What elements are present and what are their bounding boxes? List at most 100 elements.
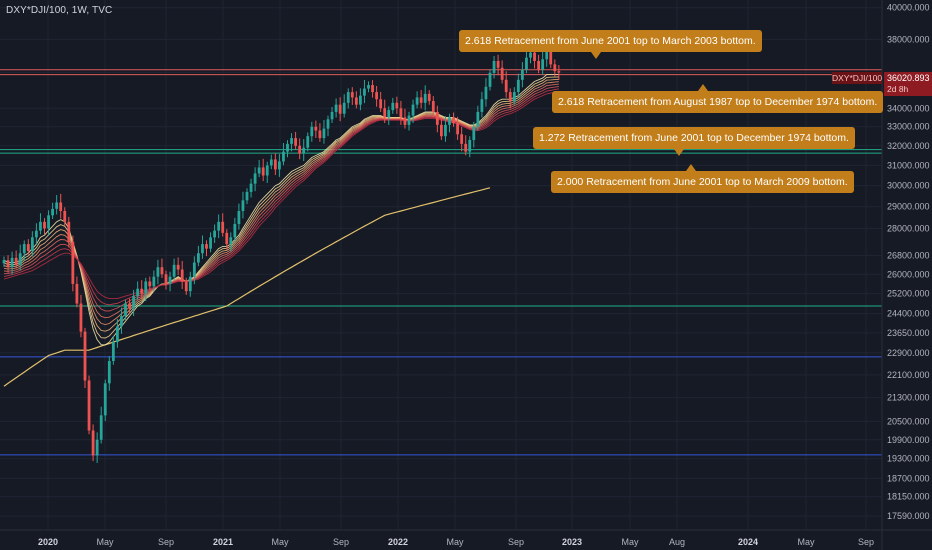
candle-body-70 bbox=[286, 143, 289, 152]
callout-pointer-4 bbox=[686, 164, 696, 171]
candle-body-59 bbox=[241, 200, 245, 211]
candle-body-10 bbox=[43, 221, 46, 229]
candle-body-44 bbox=[180, 269, 184, 282]
candle-body-107 bbox=[435, 111, 439, 125]
candle-body-37 bbox=[152, 276, 156, 287]
candle-body-48 bbox=[197, 253, 200, 263]
x-tick-label-14: Sep bbox=[858, 537, 874, 547]
candle-body-112 bbox=[456, 123, 459, 135]
candle-body-32 bbox=[132, 296, 135, 309]
candle-body-61 bbox=[249, 183, 253, 192]
annotation-callout-2[interactable]: 2.618 Retracement from August 1987 top t… bbox=[552, 84, 884, 113]
candle-body-110 bbox=[448, 117, 451, 125]
candle-body-119 bbox=[484, 86, 488, 100]
candle-body-123 bbox=[500, 67, 504, 80]
candle-body-43 bbox=[176, 264, 180, 270]
candle-body-17 bbox=[71, 241, 75, 284]
annotation-callout-4[interactable]: 2.000 Retracement from June 2001 top to … bbox=[551, 164, 854, 193]
x-tick-label-10: May bbox=[621, 537, 639, 547]
candle-body-41 bbox=[168, 276, 172, 284]
candle-body-62 bbox=[253, 173, 257, 184]
candle-body-68 bbox=[278, 161, 281, 170]
y-tick-label-4: 33000.000 bbox=[887, 122, 930, 132]
candle-body-29 bbox=[120, 316, 123, 327]
candle-body-16 bbox=[67, 221, 71, 242]
candle-body-94 bbox=[383, 108, 387, 118]
candle-body-7 bbox=[30, 237, 34, 251]
candle-body-103 bbox=[419, 97, 423, 103]
candle-body-83 bbox=[338, 104, 342, 114]
candle-body-13 bbox=[55, 202, 59, 209]
candle-body-122 bbox=[496, 60, 500, 68]
candle-body-111 bbox=[452, 117, 455, 124]
annotation-callout-1[interactable]: 2.618 Retracement from June 2001 top to … bbox=[459, 30, 762, 59]
candle-body-54 bbox=[221, 221, 225, 233]
annotation-text-4: 2.000 Retracement from June 2001 top to … bbox=[557, 176, 848, 188]
candle-body-88 bbox=[359, 95, 362, 105]
x-tick-label-3: 2021 bbox=[213, 537, 233, 547]
candle-body-75 bbox=[306, 136, 310, 148]
symbol-label[interactable]: DXY*DJI/100, 1W, TVC bbox=[6, 5, 113, 16]
candle-body-27 bbox=[111, 342, 115, 362]
candle-body-36 bbox=[148, 281, 152, 287]
candle-body-8 bbox=[35, 230, 38, 238]
ema-ribbon-line-7 bbox=[3, 90, 559, 300]
candle-body-129 bbox=[525, 57, 528, 70]
candle-body-127 bbox=[516, 79, 520, 93]
x-tick-label-1: May bbox=[96, 537, 114, 547]
y-tick-label-0: 40000.000 bbox=[887, 3, 930, 13]
candle-body-5 bbox=[22, 244, 26, 254]
candle-body-79 bbox=[322, 128, 326, 139]
candle-body-113 bbox=[460, 134, 464, 144]
candle-body-40 bbox=[164, 274, 168, 284]
candle-body-87 bbox=[354, 97, 358, 105]
candle-body-65 bbox=[265, 165, 269, 176]
y-tick-label-1: 38000.000 bbox=[887, 34, 930, 44]
y-tick-label-6: 31000.000 bbox=[887, 160, 930, 170]
annotation-callout-3[interactable]: 1.272 Retracement from June 2001 top to … bbox=[533, 127, 855, 156]
candle-body-116 bbox=[472, 126, 476, 141]
x-tick-label-5: Sep bbox=[333, 537, 349, 547]
candle-body-66 bbox=[269, 159, 273, 166]
candle-body-120 bbox=[488, 72, 492, 87]
candle-body-0 bbox=[2, 260, 6, 264]
candle-body-128 bbox=[521, 69, 524, 80]
y-tick-label-23: 17590.000 bbox=[887, 511, 930, 521]
y-tick-label-8: 29000.000 bbox=[887, 202, 930, 212]
candle-body-60 bbox=[245, 191, 249, 201]
callout-pointer-1 bbox=[591, 52, 601, 59]
ema-ribbon-line-3 bbox=[3, 81, 559, 325]
annotation-text-1: 2.618 Retracement from June 2001 top to … bbox=[465, 35, 756, 47]
y-tick-label-22: 18150.000 bbox=[887, 492, 930, 502]
candle-body-14 bbox=[59, 202, 63, 211]
candle-body-90 bbox=[367, 85, 370, 89]
candle-body-50 bbox=[205, 244, 208, 249]
candle-body-102 bbox=[415, 97, 419, 105]
candle-body-64 bbox=[261, 167, 265, 176]
candle-body-118 bbox=[480, 99, 484, 112]
candle-body-84 bbox=[342, 102, 346, 114]
candle-body-23 bbox=[95, 439, 99, 456]
ema-ribbon-line-6 bbox=[3, 88, 559, 306]
candle-body-21 bbox=[87, 380, 91, 431]
candle-body-134 bbox=[545, 50, 549, 60]
y-tick-label-17: 21300.000 bbox=[887, 393, 930, 403]
candle-body-91 bbox=[371, 85, 374, 93]
y-tick-label-16: 22100.000 bbox=[887, 370, 930, 380]
candle-body-45 bbox=[184, 281, 188, 292]
price-ticker-tag: DXY*DJI/100 bbox=[832, 72, 883, 84]
x-tick-label-7: May bbox=[446, 537, 464, 547]
ema-ribbon-line-1 bbox=[3, 76, 559, 339]
candle-body-101 bbox=[411, 104, 415, 116]
x-tick-label-8: Sep bbox=[508, 537, 524, 547]
candle-body-131 bbox=[533, 52, 536, 61]
candle-body-96 bbox=[391, 102, 395, 111]
candle-body-6 bbox=[26, 244, 30, 251]
x-tick-label-0: 2020 bbox=[38, 537, 58, 547]
y-tick-label-20: 19300.000 bbox=[887, 454, 930, 464]
candle-body-3 bbox=[14, 257, 18, 265]
candle-body-89 bbox=[363, 88, 366, 96]
candle-body-73 bbox=[298, 145, 302, 154]
